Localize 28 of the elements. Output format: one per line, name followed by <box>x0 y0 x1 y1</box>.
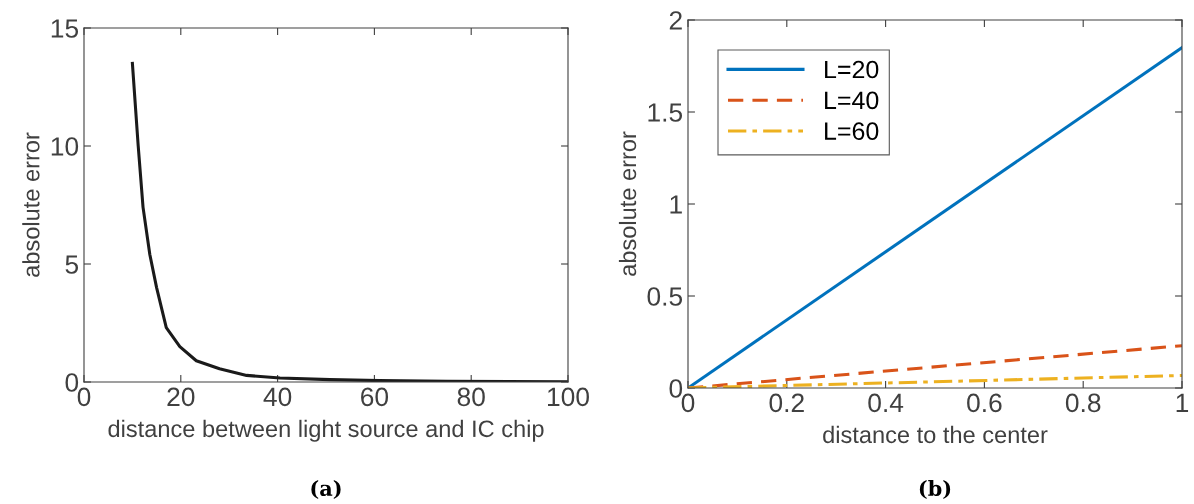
x-axis-title: distance between light source and IC chip <box>108 419 544 442</box>
y-tick-label: 1.5 <box>648 103 683 122</box>
x-tick-label: 20 <box>167 387 195 407</box>
x-tick-label: 0.8 <box>1065 393 1101 413</box>
legend-label: L=40 <box>825 91 879 110</box>
text: (b) <box>919 479 951 499</box>
x-tick-label: 80 <box>457 387 485 407</box>
y-axis-title: absolute error <box>618 131 637 276</box>
legend-label: L=60 <box>825 122 879 140</box>
x-tick-label: 0.4 <box>868 393 904 413</box>
y-tick-label: 15 <box>51 19 79 38</box>
line-series <box>130 61 568 382</box>
y-axis-title: absolute error <box>22 132 40 277</box>
x-tick-label: 1 <box>1176 393 1189 412</box>
x-tick-label: 0.2 <box>769 393 804 413</box>
x-tick-label: 100 <box>548 387 589 407</box>
x-tick-label: 60 <box>361 387 389 407</box>
legend-label: L=20 <box>825 60 879 79</box>
y-tick-label: 10 <box>51 137 79 156</box>
y-tick-label: 2 <box>669 11 682 30</box>
x-tick-label: 0.6 <box>967 393 1002 413</box>
x-tick-label: 40 <box>263 387 292 407</box>
y-tick-label: 5 <box>65 255 79 274</box>
text: (a) <box>311 479 341 499</box>
y-tick-label: 0 <box>65 373 79 392</box>
y-tick-label: 1 <box>670 195 682 214</box>
x-axis-title: distance to the center <box>823 425 1048 444</box>
y-tick-label: 0.5 <box>647 287 683 306</box>
